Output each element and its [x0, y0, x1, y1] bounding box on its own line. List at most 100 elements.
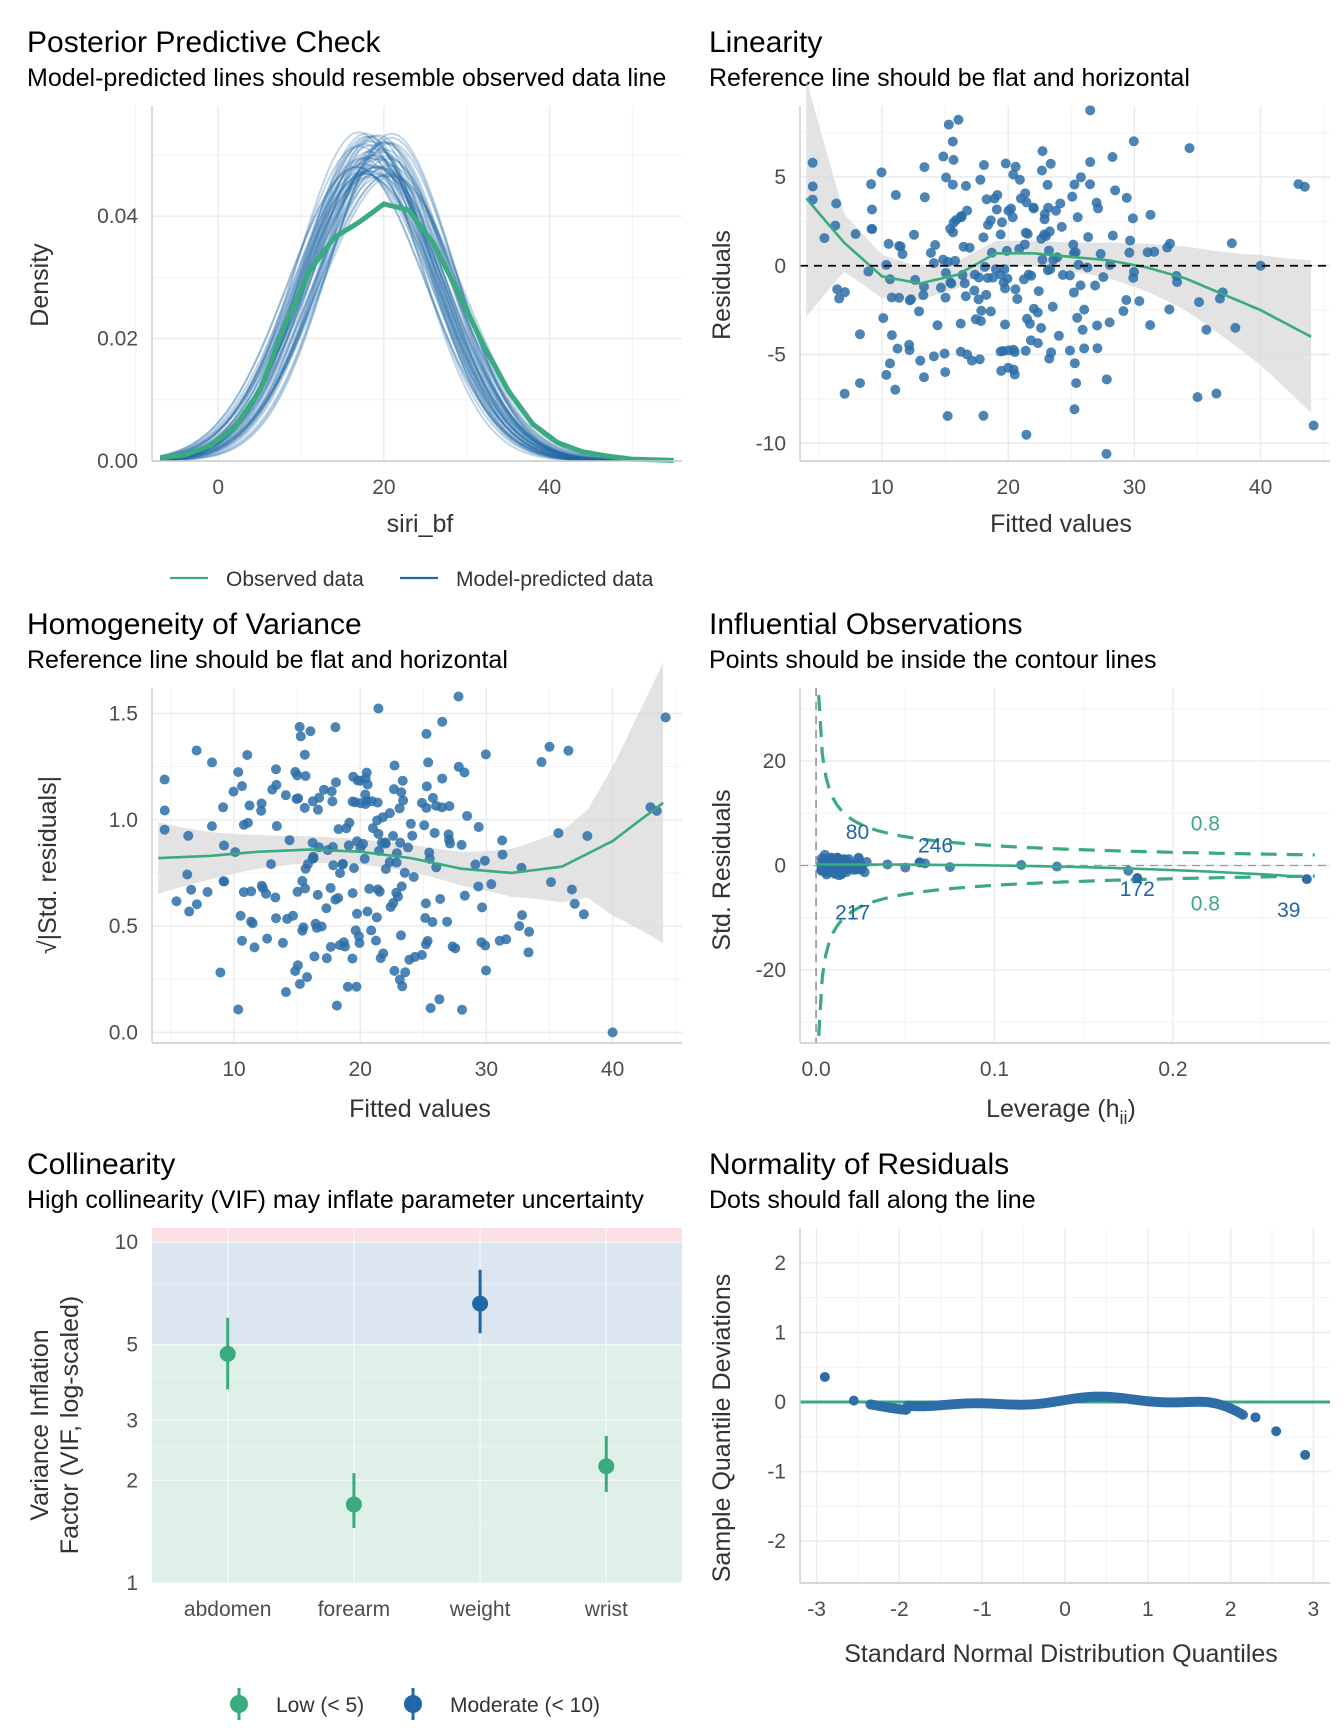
predicted-density-curve	[160, 169, 671, 461]
scale-location-point	[333, 824, 344, 835]
scale-location-point	[282, 913, 293, 924]
residual-point	[925, 247, 936, 258]
vif-zone-band	[152, 1344, 682, 1583]
scale-location-point	[517, 910, 528, 921]
x-tick-label: 0.1	[980, 1058, 1009, 1081]
y-tick-label: -10	[756, 432, 786, 455]
residual-point	[1067, 191, 1078, 202]
qq-point	[1238, 1409, 1249, 1420]
scale-location-point	[459, 890, 470, 901]
residual-point	[1010, 161, 1021, 172]
normality-plot: -3 -2 -1 0 1 2 3 -2 -1 0 1 2	[767, 1228, 1330, 1621]
scale-location-point	[497, 835, 508, 846]
scale-location-point	[394, 803, 405, 814]
residual-point	[1000, 319, 1011, 330]
scale-location-point	[352, 908, 363, 919]
residual-point	[1164, 304, 1175, 315]
residual-point	[1101, 448, 1112, 459]
scale-location-point	[395, 930, 406, 941]
scale-location-point	[233, 767, 244, 778]
scale-location-point	[409, 951, 420, 962]
scale-location-point	[159, 774, 170, 785]
scale-location-point	[325, 882, 336, 893]
scale-location-point	[299, 749, 310, 760]
scale-location-point	[578, 909, 589, 920]
residual-point	[1007, 212, 1018, 223]
scale-location-point	[159, 805, 170, 816]
x-tick-label: 40	[538, 476, 561, 499]
predicted-density-curve	[160, 156, 671, 461]
ppc-title: Posterior Predictive Check	[27, 26, 381, 59]
predicted-density-curve	[160, 172, 671, 461]
residual-point	[1028, 303, 1039, 314]
scale-location-point	[421, 781, 432, 792]
x-tick-label: wrist	[584, 1598, 628, 1621]
influential-subtitle: Points should be inside the contour line…	[709, 646, 1157, 674]
residual-point	[1003, 345, 1014, 356]
residual-point	[1022, 228, 1033, 239]
scale-location-point	[384, 808, 395, 819]
residual-point	[992, 190, 1003, 201]
legend-low-label: Low (< 5)	[276, 1694, 364, 1717]
y-tick-label: 20	[763, 750, 786, 773]
y-tick-label: 2	[774, 1252, 786, 1275]
residual-point	[866, 223, 877, 234]
scale-location-point	[364, 883, 375, 894]
scale-location-point	[405, 818, 416, 829]
residual-point	[1012, 293, 1023, 304]
scale-location-point	[246, 886, 257, 897]
residual-point	[1069, 358, 1080, 369]
predicted-density-curve	[160, 157, 671, 461]
x-tick-label: weight	[449, 1598, 511, 1621]
scale-location-point	[333, 893, 344, 904]
residual-point	[1021, 429, 1032, 440]
scale-location-point	[344, 817, 355, 828]
residual-point	[866, 204, 877, 215]
x-tick-label: -3	[807, 1598, 826, 1621]
scale-location-point	[444, 834, 455, 845]
residual-point	[1000, 158, 1011, 169]
y-tick-label: 1.5	[109, 703, 138, 726]
residual-point	[1008, 169, 1019, 180]
residual-point	[995, 346, 1006, 357]
scale-location-point	[421, 728, 432, 739]
scale-location-point	[392, 891, 403, 902]
residual-point	[1091, 197, 1102, 208]
scale-location-point	[391, 857, 402, 868]
loess-smooth-line	[805, 197, 1312, 338]
residual-point	[1037, 146, 1048, 157]
x-tick-label: 0	[212, 476, 224, 499]
collinearity-legend: Low (< 5) Moderate (< 10)	[230, 1688, 600, 1720]
scale-location-point	[206, 757, 217, 768]
residual-point	[1037, 254, 1048, 265]
residual-point	[1201, 324, 1212, 335]
scale-location-point	[351, 981, 362, 992]
linearity-xlabel: Fitted values	[990, 510, 1132, 538]
residual-point	[950, 255, 961, 266]
residual-point	[1069, 179, 1080, 190]
scale-location-point	[421, 802, 432, 813]
residual-point	[1020, 188, 1031, 199]
scale-location-point	[325, 941, 336, 952]
residual-point	[1162, 242, 1173, 253]
residual-point	[1092, 320, 1103, 331]
vif-point	[219, 1345, 236, 1362]
residual-point	[942, 411, 953, 422]
scale-location-point	[218, 876, 229, 887]
legend-observed-label: Observed data	[226, 568, 364, 591]
vif-point	[598, 1458, 615, 1475]
residual-point	[1018, 274, 1029, 285]
residual-point	[854, 378, 865, 389]
scale-location-point	[373, 703, 384, 714]
residual-point	[978, 232, 989, 243]
scale-location-point	[480, 749, 491, 760]
residual-point	[975, 174, 986, 185]
scale-location-point	[376, 837, 387, 848]
predicted-density-curve	[160, 141, 671, 461]
residual-point	[1107, 230, 1118, 241]
scale-location-point	[338, 937, 349, 948]
scale-location-point	[373, 828, 384, 839]
residual-point	[974, 354, 985, 365]
scale-location-point	[191, 899, 202, 910]
residual-point	[1071, 378, 1082, 389]
